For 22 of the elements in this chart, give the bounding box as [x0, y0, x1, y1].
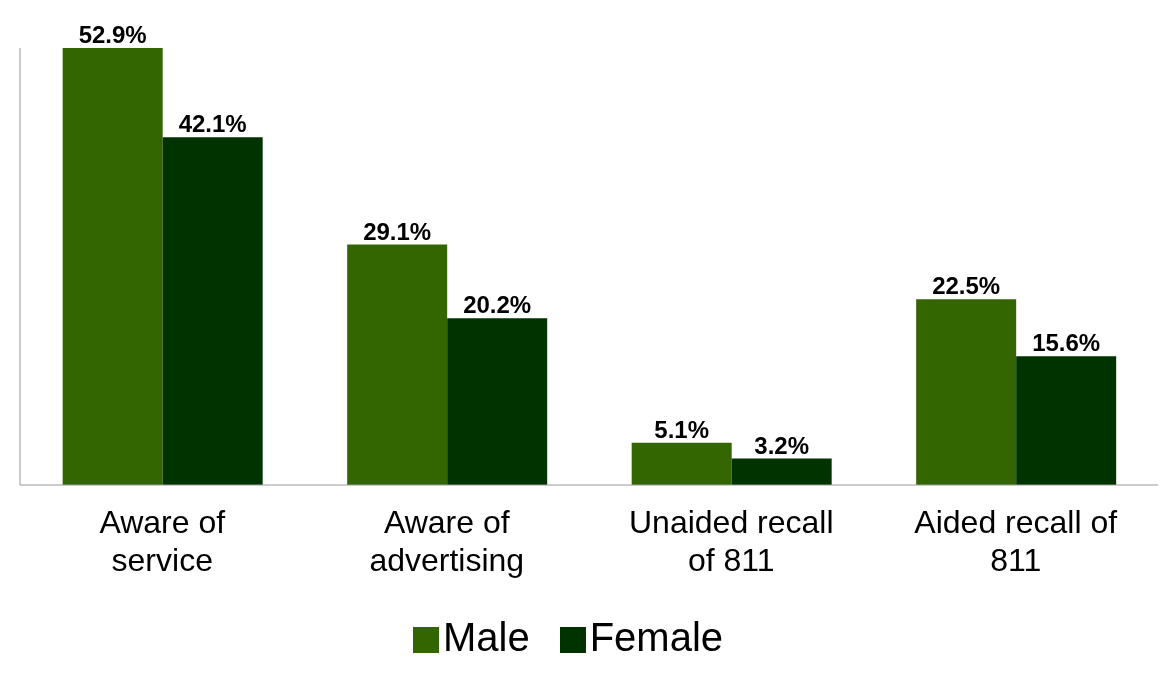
legend-label: Male — [442, 615, 530, 659]
data-label: 3.2% — [754, 431, 810, 459]
data-label: 42.1% — [178, 110, 247, 138]
bar — [62, 48, 163, 485]
bar — [631, 442, 732, 485]
legend-label: Female — [589, 615, 724, 659]
data-label: 20.2% — [463, 291, 532, 319]
bar — [162, 137, 263, 485]
data-label: 52.9% — [78, 21, 147, 48]
bar — [347, 244, 448, 485]
data-label: 15.6% — [1032, 329, 1101, 357]
x-tick-label: Aware of service — [99, 504, 226, 578]
x-tick-label: Unaided recall of 811 — [628, 504, 834, 578]
bar — [447, 318, 548, 485]
x-tick-label: Aware of advertising — [369, 504, 525, 578]
data-label: 22.5% — [932, 272, 1001, 300]
bar — [1016, 356, 1117, 485]
bar — [731, 458, 832, 485]
data-label: 5.1% — [654, 415, 710, 443]
bar — [916, 299, 1017, 485]
data-label: 29.1% — [363, 217, 432, 245]
x-tick-label: Aided recall of 811 — [914, 504, 1118, 578]
